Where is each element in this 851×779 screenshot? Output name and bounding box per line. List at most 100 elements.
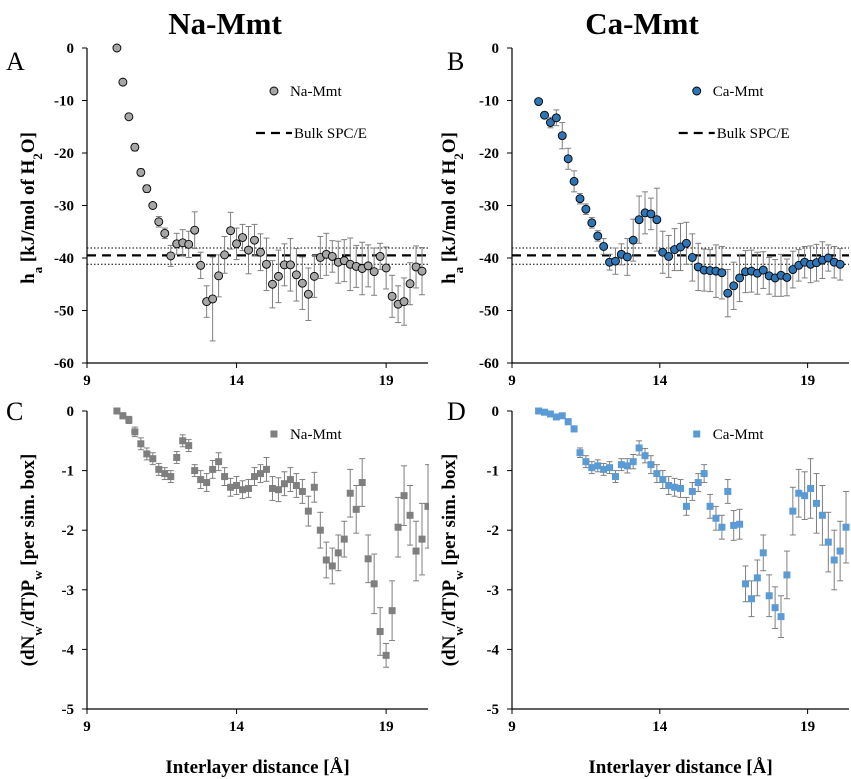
data-point [594,462,602,470]
data-point [818,511,826,519]
data-point [411,262,421,272]
data-point [161,470,169,478]
legend-label: Ca-Mmt [713,84,765,100]
y-tick-label: -5 [62,702,75,718]
data-point [406,511,414,519]
x-tick-label: 14 [229,373,245,389]
y-tick-label: -30 [479,199,499,215]
data-point [535,407,543,415]
data-point [131,428,139,436]
legend-marker-swatch [693,430,701,438]
data-point [388,607,396,615]
y-tick-label: -20 [54,146,74,162]
y-tick-label: 0 [492,404,500,420]
data-point [718,523,726,531]
data-point [807,484,815,492]
column-title-ca: Ca-Mmt [585,6,699,41]
data-point [606,464,614,472]
data-point [647,461,655,469]
data-point [119,412,127,420]
data-point [575,194,585,204]
data-point [136,167,146,177]
x-tick-label: 19 [379,719,394,735]
data-point [634,215,644,225]
data-point [179,437,187,445]
data-point [677,484,684,492]
y-tick-label: -3 [62,583,75,599]
data-point [190,225,200,235]
data-point [303,289,313,299]
data-point [611,256,620,266]
column-title-na: Na-Mmt [168,6,282,41]
data-point [581,204,591,214]
plot-area [113,407,429,668]
data-point [552,413,560,421]
data-point [664,251,674,261]
data-point [717,268,727,278]
data-point [370,580,378,588]
data-point [541,408,549,416]
data-point [304,507,312,515]
data-point [268,279,277,289]
x-tick-label: 9 [83,373,91,389]
data-point [665,482,673,489]
data-point [658,247,668,257]
data-point [232,239,242,249]
data-point [812,499,820,507]
legend: Ca-Mmt Bulk SPC/E [678,84,790,142]
data-point [340,535,348,543]
data-point [646,209,656,219]
data-point [215,458,223,466]
data-point [382,651,390,659]
legend-label: Na-Mmt [290,427,342,443]
data-point [789,507,797,515]
y-tick-label: -10 [54,94,74,110]
data-point [285,260,295,270]
y-tick-label: -30 [54,199,74,215]
data-point [836,547,844,555]
x-tick-label: 19 [800,719,815,735]
legend-marker-swatch [269,86,279,96]
data-point [346,489,354,497]
data-point [137,440,145,448]
data-point [298,487,306,495]
data-point [569,176,579,186]
x-axis-label: Interlayer distance [Å] [588,757,772,778]
data-point [238,233,247,242]
data-point [563,154,573,164]
data-point [694,479,702,487]
data-point [622,252,632,262]
data-point [369,267,379,277]
data-point [424,502,429,510]
x-axis-label: Interlayer distance [Å] [165,757,349,778]
data-point [681,238,691,248]
data-point [166,251,176,261]
data-point [753,574,761,582]
data-point [209,465,217,473]
y-tick-label: -10 [479,94,499,110]
data-point [617,461,625,469]
legend-marker-swatch [270,430,278,438]
data-point [545,118,555,128]
x-tick-label: 14 [652,719,668,735]
data-point [352,505,360,513]
data-point [113,407,121,415]
data-point [723,288,733,298]
data-point [682,502,690,510]
data-point [244,245,253,255]
data-point [593,231,603,241]
y-tick-label: -2 [62,523,75,539]
panel-B: B 0 -10 -20 -30 -40 -50 -60 9 14 19 ha [kJ/mol of H… [439,41,849,389]
data-point [387,291,397,301]
data-point [712,514,720,522]
data-point [328,562,336,570]
data-point [196,260,206,270]
data-point [251,473,259,481]
data-point [214,271,224,281]
data-point [611,473,619,481]
data-point [735,273,745,283]
data-point [688,487,696,495]
data-point [641,452,649,460]
data-point [724,487,732,495]
